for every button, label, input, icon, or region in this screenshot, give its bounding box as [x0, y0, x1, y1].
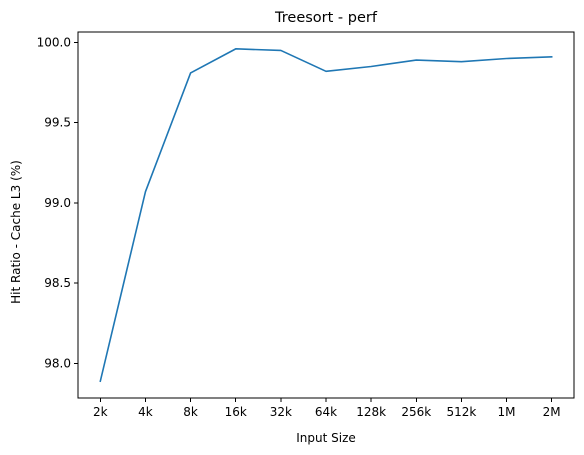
x-tick-label: 32k	[270, 405, 292, 419]
chart-title: Treesort - perf	[274, 10, 378, 26]
x-tick-label: 128k	[356, 405, 386, 419]
y-tick-label: 98.0	[44, 356, 71, 370]
y-axis-label: Hit Ratio - Cache L3 (%)	[9, 160, 23, 304]
x-tick-label: 8k	[183, 405, 198, 419]
y-tick-label: 99.5	[44, 116, 71, 130]
x-tick-label: 64k	[315, 405, 337, 419]
x-axis-label: Input Size	[296, 431, 356, 445]
y-tick-label: 98.5	[44, 276, 71, 290]
x-tick-label: 512k	[446, 405, 476, 419]
x-tick-label: 1M	[498, 405, 516, 419]
x-tick-label: 16k	[225, 405, 247, 419]
plot-frame	[77, 31, 575, 399]
y-tick-label: 99.0	[44, 196, 71, 210]
x-tick-label: 2k	[93, 405, 108, 419]
series-line	[99, 48, 553, 383]
x-tick-label: 2M	[543, 405, 561, 419]
x-tick-label: 4k	[138, 405, 153, 419]
y-tick-label: 100.0	[37, 35, 71, 49]
plot-area: 98.0 98.5 99.0 99.5 100.0 2k 4k 8k 16k 32k 64k 128k…	[37, 31, 575, 419]
x-tick-label: 256k	[401, 405, 431, 419]
